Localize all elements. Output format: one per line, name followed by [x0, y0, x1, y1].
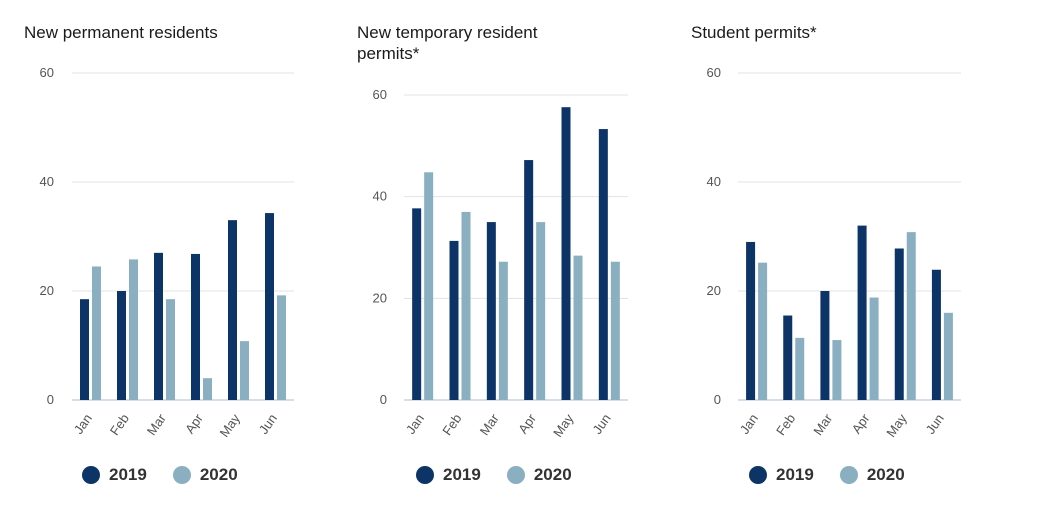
- bar-2020-jan: [424, 172, 434, 400]
- legend-label: 2020: [533, 465, 572, 484]
- bar-2019-mar: [820, 291, 830, 400]
- chart-svg: 0 20 40 60 Jan Feb Mar Apr May Jun: [373, 87, 628, 440]
- legend-label: 2019: [443, 465, 481, 484]
- bar-2019-jan: [746, 241, 756, 400]
- bar-2019-mar: [486, 222, 496, 400]
- chart-panel-temporary-resident-permits: New temporary resident permits* 0 20 40 60 J…: [357, 0, 687, 522]
- legend-label: 2020: [866, 465, 905, 484]
- bar-2020-may: [240, 341, 249, 400]
- bar-2019-may: [561, 107, 571, 400]
- x-tick-label: Mar: [144, 411, 170, 438]
- bar-2020-feb: [129, 259, 138, 400]
- legend-label: 2019: [109, 465, 147, 484]
- chart-title: New temporary resident permits*: [357, 23, 538, 63]
- bar-2020-mar: [166, 299, 175, 400]
- x-tick-label: Mar: [810, 411, 836, 438]
- legend-marker-2020: [172, 466, 191, 484]
- y-tick-label: 20: [373, 290, 387, 305]
- bar-2019-jun: [931, 269, 941, 400]
- bar-2019-feb: [783, 315, 793, 400]
- x-tick-label: May: [883, 411, 910, 440]
- x-tick-label: Apr: [515, 411, 539, 437]
- bar-2020-may: [906, 232, 916, 400]
- x-tick-label: Apr: [849, 411, 873, 437]
- y-tick-label: 0: [380, 392, 387, 407]
- x-tick-label: Jun: [923, 411, 947, 437]
- bar-2019-apr: [191, 253, 200, 400]
- bar-2020-mar: [498, 261, 508, 400]
- legend-marker-2019: [82, 466, 100, 484]
- bar-2020-jun: [610, 261, 620, 400]
- bar-2020-jan: [758, 262, 768, 400]
- legend-item-2019[interactable]: 2019: [416, 465, 481, 485]
- y-tick-label: 40: [373, 189, 387, 204]
- chart-panel-permanent-residents: New permanent residents 0 20 40 60 Jan Feb Mar…: [24, 0, 354, 522]
- y-tick-label: 60: [40, 65, 54, 80]
- bar-2019-feb: [449, 240, 459, 400]
- legend-marker-2020: [506, 466, 525, 484]
- y-tick-label: 0: [714, 392, 721, 407]
- bar-2019-jun: [265, 213, 274, 400]
- x-tick-label: Apr: [182, 411, 206, 437]
- bar-2019-apr: [857, 225, 867, 400]
- legend-item-2020[interactable]: 2020: [839, 465, 905, 485]
- legend-marker-2019: [416, 466, 434, 484]
- bar-2020-may: [573, 255, 583, 400]
- y-tick-label: 0: [47, 392, 54, 407]
- x-tick-label: Jan: [403, 411, 427, 437]
- bar-2020-jun: [277, 295, 286, 400]
- bar-2019-jun: [598, 129, 608, 400]
- x-tick-label: Jun: [589, 411, 613, 437]
- bar-2019-feb: [117, 291, 126, 400]
- x-tick-label: Feb: [107, 411, 132, 438]
- chart-legend: 2019 2020: [749, 462, 931, 488]
- chart-title: New permanent residents: [24, 23, 218, 42]
- x-tick-label: May: [550, 411, 577, 440]
- y-tick-label: 40: [40, 174, 54, 189]
- legend-item-2020[interactable]: 2020: [172, 465, 238, 485]
- y-tick-label: 40: [707, 174, 721, 189]
- x-tick-label: May: [217, 411, 244, 440]
- x-tick-label: Feb: [773, 411, 798, 438]
- bar-2019-jan: [80, 299, 89, 400]
- x-tick-label: Feb: [439, 411, 464, 438]
- bar-2019-apr: [524, 160, 534, 400]
- chart-legend: 2019 2020: [82, 462, 264, 488]
- bar-2020-apr: [203, 378, 212, 400]
- legend-label: 2019: [776, 465, 814, 484]
- bar-2020-feb: [461, 211, 471, 400]
- chart-title: Student permits*: [691, 23, 817, 42]
- bar-2020-jan: [92, 266, 101, 400]
- legend-label: 2020: [199, 465, 238, 484]
- x-tick-label: Jan: [737, 411, 761, 437]
- legend-item-2019[interactable]: 2019: [749, 465, 814, 485]
- bar-2019-may: [894, 248, 904, 400]
- x-tick-label: Jun: [256, 411, 280, 437]
- legend-marker-2019: [749, 466, 767, 484]
- bar-2019-jan: [412, 208, 422, 400]
- bar-2020-jun: [943, 312, 953, 400]
- bar-2020-mar: [832, 340, 842, 400]
- chart-legend: 2019 2020: [416, 462, 598, 488]
- chart-svg: 0 20 40 60 Jan Feb Mar Apr May Jun: [40, 65, 294, 440]
- legend-item-2020[interactable]: 2020: [506, 465, 572, 485]
- y-tick-label: 20: [707, 283, 721, 298]
- x-tick-label: Jan: [71, 411, 95, 437]
- bar-2019-may: [228, 220, 237, 400]
- chart-svg: 0 20 40 60 Jan Feb Mar Apr May Jun: [707, 65, 961, 440]
- bar-2020-apr: [536, 222, 546, 400]
- x-tick-label: Mar: [477, 411, 503, 438]
- legend-item-2019[interactable]: 2019: [82, 465, 147, 485]
- bar-2020-feb: [795, 337, 805, 400]
- bar-2020-apr: [869, 297, 879, 400]
- y-tick-label: 20: [40, 283, 54, 298]
- bar-2019-mar: [154, 252, 163, 400]
- y-tick-label: 60: [707, 65, 721, 80]
- y-tick-label: 60: [373, 87, 387, 102]
- chart-panel-student-permits: Student permits* 0 20 40 60 Jan Feb Mar Apr May J…: [691, 0, 1021, 522]
- legend-marker-2020: [839, 466, 858, 484]
